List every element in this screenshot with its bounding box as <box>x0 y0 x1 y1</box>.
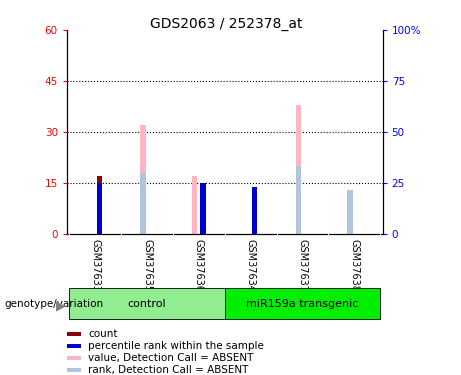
Bar <box>67 344 81 348</box>
Bar <box>97 183 102 234</box>
Bar <box>296 105 301 234</box>
Bar <box>140 173 146 234</box>
Bar <box>67 356 81 360</box>
Text: GSM37634: GSM37634 <box>246 238 255 291</box>
Bar <box>140 125 146 234</box>
FancyBboxPatch shape <box>225 288 380 319</box>
Text: ▶: ▶ <box>56 300 66 313</box>
Text: rank, Detection Call = ABSENT: rank, Detection Call = ABSENT <box>89 365 249 375</box>
Bar <box>67 332 81 336</box>
Bar <box>97 177 102 234</box>
Bar <box>201 183 206 234</box>
Bar <box>67 368 81 372</box>
Text: genotype/variation: genotype/variation <box>5 299 104 309</box>
Bar <box>296 166 301 234</box>
Text: GSM37637: GSM37637 <box>297 238 307 292</box>
Bar <box>252 190 257 234</box>
Text: count: count <box>89 329 118 339</box>
Text: percentile rank within the sample: percentile rank within the sample <box>89 341 264 351</box>
Text: GSM37635: GSM37635 <box>142 238 152 292</box>
Text: control: control <box>128 299 166 309</box>
Text: value, Detection Call = ABSENT: value, Detection Call = ABSENT <box>89 353 254 363</box>
Bar <box>192 177 197 234</box>
Text: GDS2063 / 252378_at: GDS2063 / 252378_at <box>150 17 302 31</box>
Bar <box>252 187 257 234</box>
Text: GSM37633: GSM37633 <box>90 238 100 291</box>
Text: GSM37636: GSM37636 <box>194 238 204 291</box>
Text: miR159a transgenic: miR159a transgenic <box>246 299 359 309</box>
FancyBboxPatch shape <box>70 288 225 319</box>
Text: GSM37638: GSM37638 <box>349 238 359 291</box>
Bar <box>348 190 353 234</box>
Bar <box>348 207 353 234</box>
